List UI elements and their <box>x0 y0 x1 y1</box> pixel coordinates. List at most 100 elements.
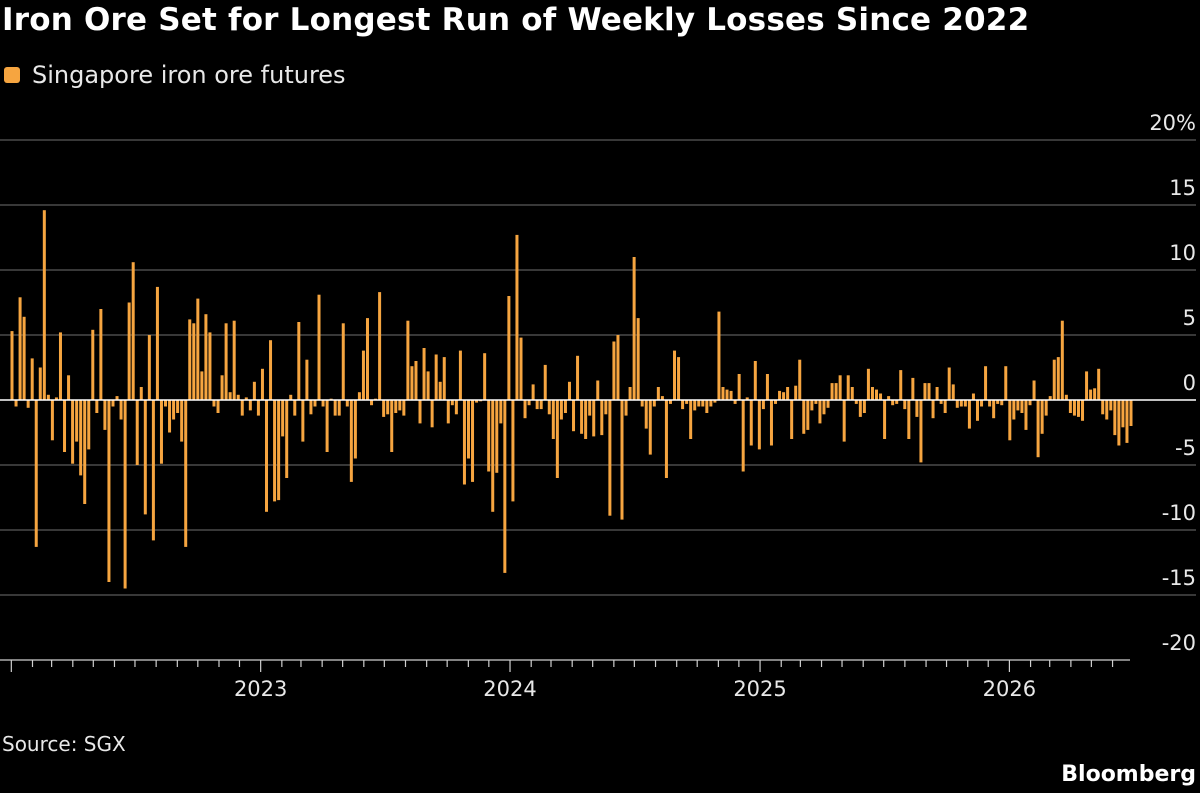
bar <box>527 400 531 406</box>
y-tick-label: -15 <box>1162 566 1196 590</box>
bar <box>802 400 806 434</box>
bar <box>50 400 54 441</box>
bar <box>689 400 693 439</box>
bar <box>325 400 329 452</box>
bar <box>349 400 353 482</box>
bar <box>273 400 277 502</box>
bar <box>652 400 656 407</box>
bar <box>345 400 349 407</box>
bar <box>769 400 773 446</box>
gridlines <box>0 139 1196 596</box>
bar <box>761 400 765 410</box>
legend: Singapore iron ore futures <box>4 60 346 90</box>
bar <box>22 316 26 400</box>
bar <box>879 393 883 400</box>
bar <box>895 400 899 404</box>
bar <box>321 400 325 407</box>
bar <box>511 400 515 502</box>
bar <box>155 286 159 400</box>
bar <box>135 400 139 465</box>
bar <box>394 400 398 413</box>
bar <box>668 400 672 404</box>
bar <box>870 387 874 400</box>
bar <box>1101 400 1105 415</box>
bar <box>547 400 551 415</box>
bar <box>34 400 38 547</box>
bar <box>567 381 571 400</box>
bar <box>164 400 168 407</box>
bar <box>778 390 782 400</box>
bar <box>1020 400 1024 413</box>
bar <box>1028 400 1032 406</box>
bar <box>232 320 236 400</box>
bar <box>75 400 79 442</box>
bar <box>947 367 951 400</box>
bar <box>260 368 264 400</box>
bar <box>317 294 321 400</box>
bar <box>774 400 778 404</box>
bar <box>705 400 709 413</box>
bar <box>996 400 1000 404</box>
bar <box>172 400 176 420</box>
bar <box>422 348 426 400</box>
bar <box>434 354 438 400</box>
bar <box>220 375 224 400</box>
bar <box>677 357 681 400</box>
bar <box>200 371 204 400</box>
bar <box>1016 400 1020 411</box>
bar <box>1064 394 1068 400</box>
bar <box>967 400 971 429</box>
bar <box>919 400 923 463</box>
x-tick-label: 2023 <box>234 677 287 700</box>
bar <box>450 400 454 406</box>
bar <box>681 400 685 410</box>
bar <box>188 319 192 400</box>
bar <box>911 377 915 400</box>
bar <box>297 322 301 400</box>
bar <box>846 375 850 400</box>
bar <box>71 400 75 464</box>
y-tick-label: -20 <box>1162 631 1196 655</box>
bar <box>640 400 644 407</box>
bar <box>139 387 143 400</box>
bar <box>248 400 252 411</box>
bar <box>745 397 749 400</box>
bar <box>475 400 479 403</box>
bar <box>862 400 866 413</box>
bar <box>685 400 689 404</box>
bar <box>943 400 947 413</box>
bar <box>632 257 636 400</box>
bar <box>1072 400 1076 416</box>
bar <box>301 400 305 442</box>
bar <box>192 323 196 400</box>
bar <box>531 384 535 400</box>
bar <box>151 400 155 541</box>
y-tick-label: -10 <box>1162 501 1196 525</box>
bar <box>507 296 511 400</box>
bar <box>644 400 648 429</box>
bar <box>123 400 127 589</box>
bar <box>584 400 588 439</box>
bar <box>418 400 422 424</box>
bar <box>806 400 810 430</box>
bar <box>1008 400 1012 441</box>
bloomberg-logo: Bloomberg <box>1061 762 1196 787</box>
bars <box>10 210 1133 589</box>
bar <box>596 380 600 400</box>
bar <box>196 298 200 400</box>
bar <box>822 400 826 415</box>
bar <box>656 387 660 400</box>
bar <box>1060 320 1064 400</box>
bar <box>1024 400 1028 430</box>
bar <box>83 400 87 504</box>
bar <box>107 400 111 582</box>
bar <box>119 400 123 420</box>
bar <box>830 383 834 400</box>
bar <box>600 400 604 436</box>
bar <box>887 396 891 400</box>
bar <box>353 400 357 459</box>
bar <box>810 400 814 411</box>
bar <box>1036 400 1040 458</box>
bar <box>992 400 996 419</box>
bar <box>555 400 559 478</box>
